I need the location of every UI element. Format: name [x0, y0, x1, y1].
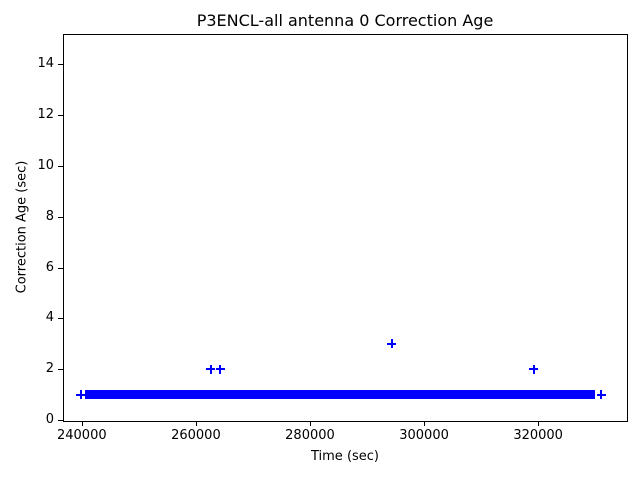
data-point-marker — [206, 364, 216, 374]
data-point-marker — [215, 364, 225, 374]
y-tick-mark — [58, 420, 63, 421]
x-tick-mark — [538, 421, 540, 426]
data-point-marker — [76, 390, 86, 400]
y-tick-mark — [58, 64, 63, 66]
data-point-marker — [529, 364, 539, 374]
y-tick-label: 4 — [45, 310, 54, 326]
chart-title: P3ENCL-all antenna 0 Correction Age — [196, 11, 494, 30]
data-point-marker — [596, 390, 606, 400]
data-band — [85, 390, 596, 400]
y-tick-label: 8 — [45, 208, 54, 224]
x-tick-mark — [309, 421, 311, 426]
y-tick-mark — [58, 369, 63, 371]
y-tick-label: 14 — [37, 56, 54, 72]
y-tick-mark — [58, 115, 63, 117]
y-tick-mark — [58, 267, 63, 269]
y-tick-mark — [58, 166, 63, 168]
x-tick-mark — [195, 421, 197, 426]
x-tick-label: 280000 — [285, 428, 335, 443]
y-tick-mark — [58, 318, 63, 320]
x-tick-label: 300000 — [399, 428, 449, 443]
y-tick-label: 12 — [37, 107, 54, 123]
plot-area — [63, 34, 628, 422]
y-tick-label: 10 — [37, 158, 54, 174]
y-tick-label: 6 — [45, 259, 54, 275]
x-tick-label: 320000 — [513, 428, 563, 443]
data-point-marker — [387, 339, 397, 349]
x-axis-label: Time (sec) — [310, 449, 380, 464]
y-tick-label: 2 — [45, 361, 54, 377]
x-tick-mark — [424, 421, 426, 426]
x-tick-label: 260000 — [171, 428, 221, 443]
y-tick-label: 0 — [45, 412, 54, 427]
x-tick-mark — [81, 421, 83, 426]
x-tick-label: 240000 — [56, 428, 107, 443]
y-tick-mark — [58, 216, 63, 218]
